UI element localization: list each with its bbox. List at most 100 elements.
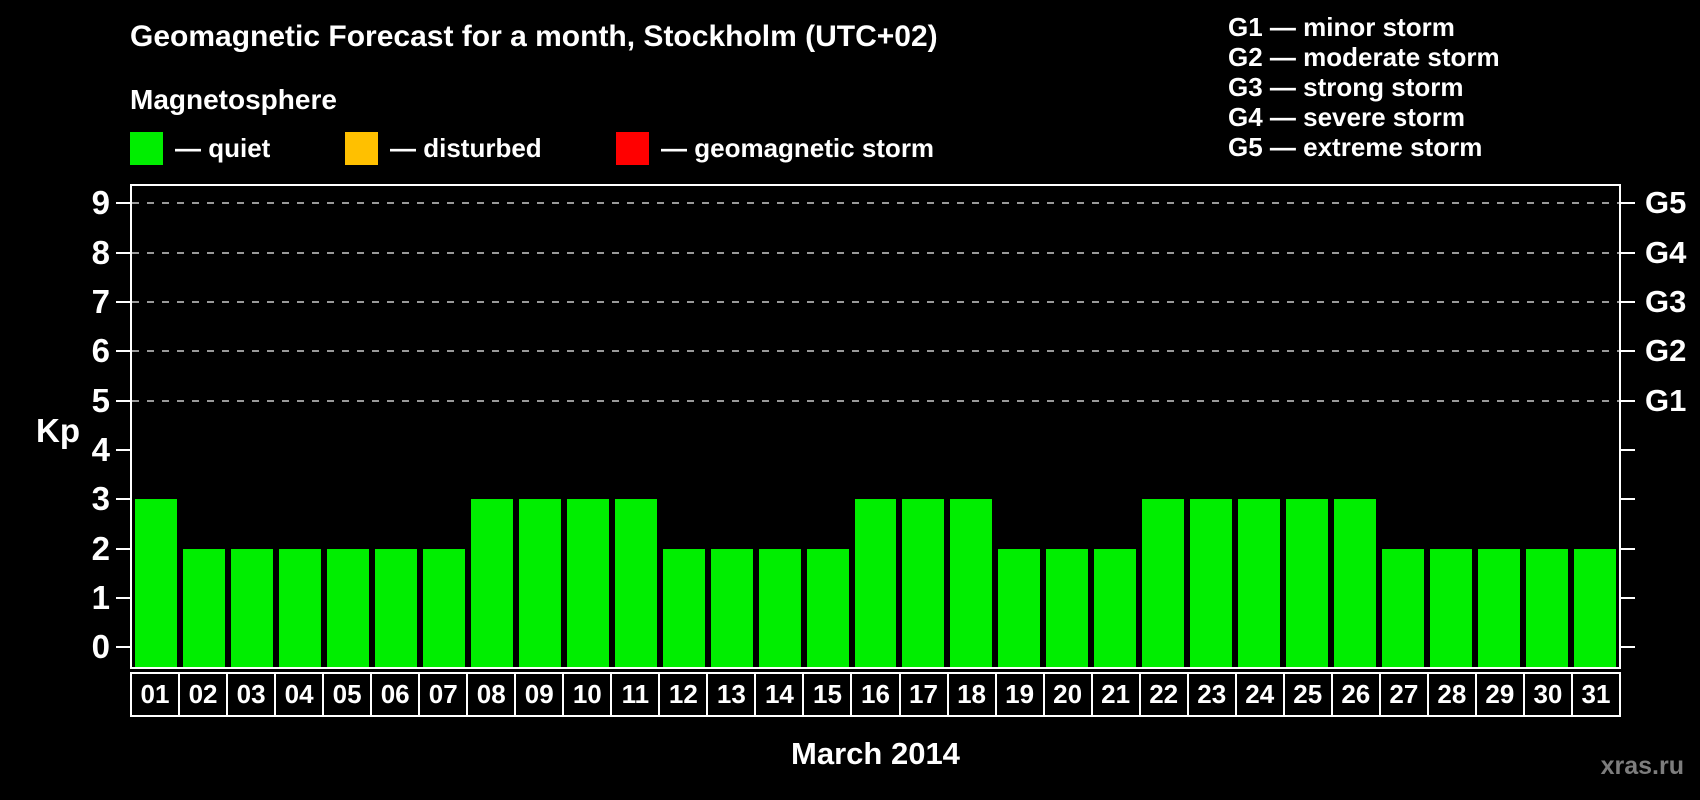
legend-item-quiet: — quiet [130,131,270,165]
bar-day-10 [566,499,609,667]
x-tick-label-day-30: 30 [1522,672,1573,717]
y-tick-label-2: 2 [91,529,110,567]
x-tick-label-day-28: 28 [1426,672,1477,717]
bar-day-22 [1142,499,1185,667]
plot-border [130,184,1621,669]
x-tick-label-day-26: 26 [1330,672,1381,717]
y-tick-mark-left-6 [116,350,130,353]
y-tick-mark-left-0 [116,646,130,649]
x-tick-label-day-07: 07 [418,672,469,717]
geomagnetic-storm-color-swatch [616,131,649,165]
g-legend-line-g2: G2 — moderate storm [1228,42,1500,72]
y-tick-label-9: 9 [91,184,110,222]
x-axis-title: March 2014 [791,736,960,771]
bar-day-29 [1478,548,1521,667]
y-tick-mark-left-1 [116,596,130,599]
y-tick-mark-left-8 [116,251,130,254]
g-legend-line-g3: G3 — strong storm [1228,72,1464,102]
bar-day-09 [518,499,561,667]
x-tick-label-day-15: 15 [802,672,853,717]
bar-day-18 [950,499,993,667]
bar-day-07 [422,548,465,667]
x-tick-label-day-18: 18 [946,672,997,717]
quiet-color-swatch [130,131,163,165]
y-tick-mark-right-7 [1621,300,1635,303]
x-tick-label-day-17: 17 [898,672,949,717]
bar-day-03 [230,548,273,667]
gridline-kp7 [132,300,1619,303]
bar-day-30 [1526,548,1569,667]
y-tick-mark-right-6 [1621,350,1635,353]
bar-day-20 [1046,548,1089,667]
disturbed-color-swatch [345,131,378,165]
g-legend-line-g4: G4 — severe storm [1228,102,1466,132]
bar-day-01 [135,499,177,667]
bar-day-26 [1334,499,1377,667]
legend-label-disturbed: — disturbed [390,132,542,163]
bar-day-02 [182,548,225,667]
g-axis-label-g1: G1 [1645,382,1687,418]
bar-day-21 [1094,548,1137,667]
y-tick-mark-right-4 [1621,448,1635,451]
legend-item-disturbed: — disturbed [345,131,542,165]
y-tick-label-7: 7 [91,282,110,320]
y-tick-mark-right-0 [1621,646,1635,649]
g-scale-legend: G1 — minor storm G2 — moderate storm G3 … [1228,12,1500,162]
x-tick-label-day-21: 21 [1090,672,1141,717]
bar-day-06 [374,548,417,667]
magnetosphere-label: Magnetosphere [130,84,337,115]
y-axis-title: Kp [36,412,80,449]
bar-day-25 [1286,499,1329,667]
y-tick-label-1: 1 [91,578,110,616]
y-tick-label-0: 0 [91,628,110,666]
x-tick-label-day-11: 11 [610,672,661,717]
x-tick-label-day-03: 03 [226,672,277,717]
bar-day-17 [902,499,945,667]
bar-day-14 [758,548,801,667]
legend-label-quiet: — quiet [175,132,271,163]
bar-day-08 [470,499,513,667]
g-axis-label-g4: G4 [1645,234,1687,270]
bar-day-12 [662,548,705,667]
y-tick-mark-left-2 [116,547,130,550]
x-tick-label-day-19: 19 [994,672,1045,717]
y-tick-mark-right-5 [1621,399,1635,402]
x-tick-label-day-13: 13 [706,672,757,717]
gridline-kp6 [132,350,1619,353]
plot-inner [132,186,1619,667]
x-tick-label-day-20: 20 [1042,672,1093,717]
x-tick-label-day-23: 23 [1186,672,1237,717]
g-legend-line-g1: G1 — minor storm [1228,12,1455,42]
page-title: Geomagnetic Forecast for a month, Stockh… [130,20,938,53]
bar-day-23 [1190,499,1233,667]
bar-day-19 [998,548,1041,667]
bar-day-05 [326,548,369,667]
x-tick-label-day-14: 14 [754,672,805,717]
x-tick-label-day-08: 08 [466,672,517,717]
x-tick-label-day-09: 09 [514,672,565,717]
plot-area: 0 1 2 3 4 5 6 7 8 9 G1 G2 G3 G4 G5 [92,184,1686,669]
x-tick-label-day-12: 12 [658,672,709,717]
bar-day-24 [1238,499,1281,667]
y-tick-mark-right-9 [1621,202,1635,205]
x-tick-label-day-22: 22 [1138,672,1189,717]
x-tick-label-day-31: 31 [1570,672,1621,717]
x-tick-label-day-25: 25 [1282,672,1333,717]
x-tick-label-day-04: 04 [274,672,325,717]
x-tick-label-day-16: 16 [850,672,901,717]
y-tick-mark-left-3 [116,498,130,501]
g-axis-label-g2: G2 [1645,333,1687,369]
y-tick-label-5: 5 [91,381,110,419]
y-tick-label-6: 6 [91,332,110,370]
g-legend-line-g5: G5 — extreme storm [1228,132,1483,162]
bar-day-15 [806,548,849,667]
gridline-kp5 [132,399,1619,402]
gridline-kp8 [132,251,1619,254]
x-tick-label-day-05: 05 [322,672,373,717]
bar-day-13 [710,548,753,667]
bar-day-31 [1574,548,1616,667]
bar-day-04 [278,548,321,667]
y-tick-mark-right-3 [1621,498,1635,501]
x-tick-label-day-02: 02 [178,672,229,717]
x-tick-label-day-01: 01 [130,672,181,717]
